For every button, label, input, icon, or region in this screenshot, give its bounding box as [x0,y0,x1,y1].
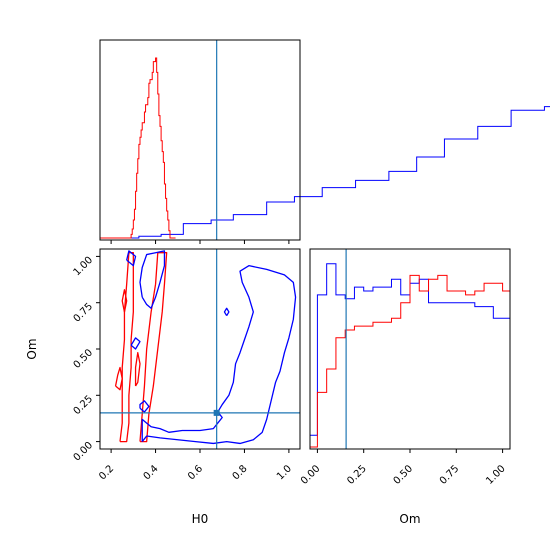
red-contour-3 [134,352,141,387]
blue-contour-1 [139,400,150,413]
truth-marker [213,409,220,416]
om-marginal-frame [309,248,511,450]
h0-histograms [100,57,550,239]
om-x-tick-label-3: 0.75 [438,463,462,487]
h0-hist-series-1 [100,57,176,239]
truth-crosshair [100,249,300,449]
y-tick-label-1: 0.25 [72,394,96,418]
red-contour-2 [121,289,128,313]
y-axis-label-om: Om [25,338,39,359]
h0-marginal-ticks [110,240,290,244]
contour-frame [99,248,301,450]
x-tick-label-4: 1.0 [275,463,294,482]
x-tick-label-0: 0.2 [97,463,116,482]
x-axis-label-h0: H0 [192,512,209,526]
om-x-tick-label-2: 0.50 [392,463,416,487]
blue-contour-5 [126,250,137,267]
contour-ticks: 0.2 0.4 0.6 0.8 1.0 0.00 0.25 0.50 0.75 1.00 [72,255,294,483]
h0-marginal-panel [99,39,550,244]
h0-marginal-frame [99,39,301,241]
x-tick-label-3: 0.8 [231,463,250,482]
red-contour-4 [114,366,123,391]
blue-contour-3 [223,307,230,317]
blue-contour-4 [139,250,166,309]
om-hist-series-1 [310,274,510,448]
blue-contour-0 [141,265,297,445]
red-contour-1 [139,252,168,443]
y-tick-label-2: 0.50 [72,347,96,371]
om-marginal-ticks: 0.00 0.25 0.50 0.75 1.00 [299,449,508,487]
om-histograms [310,263,510,448]
om-x-tick-label-4: 1.00 [484,463,508,487]
om-marginal-panel: 0.00 0.25 0.50 0.75 1.00 Om [299,248,511,526]
y-tick-label-3: 0.75 [72,301,96,325]
x-tick-label-2: 0.6 [186,463,205,482]
h0-hist-series-0 [100,106,550,239]
blue-contour-2 [130,337,141,350]
y-tick-label-0: 0.00 [72,440,96,464]
om-hist-series-0 [310,263,510,436]
om-x-tick-label-1: 0.25 [345,463,369,487]
om-x-tick-label-0: 0.00 [299,463,323,487]
y-tick-label-4: 1.00 [72,255,96,279]
x-tick-label-1: 0.4 [142,463,161,482]
x-axis-label-om: Om [399,512,420,526]
h0-om-contour-panel: 0.2 0.4 0.6 0.8 1.0 0.00 0.25 0.50 0.75 1.00 H0 O… [25,248,301,526]
contour-lines [114,250,297,445]
